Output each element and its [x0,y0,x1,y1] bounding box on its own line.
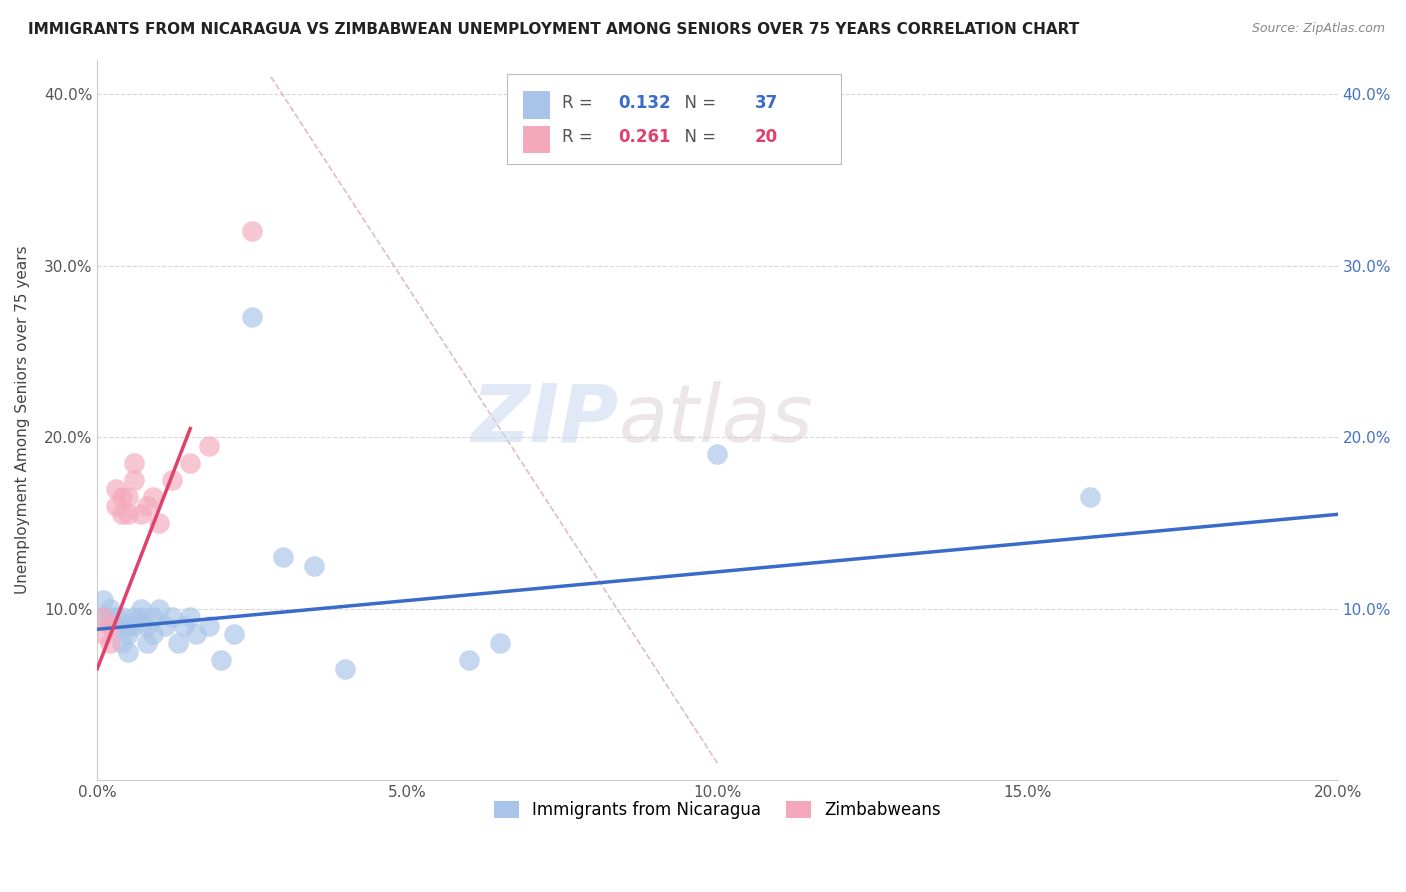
Point [129,610,152,624]
Point [117,627,139,641]
Point [240,310,263,324]
Point [111,508,134,522]
Text: N =: N = [673,94,721,112]
Point [104,499,127,513]
Point [104,610,127,624]
Point [240,224,263,238]
Point [706,447,728,461]
Text: ZIP: ZIP [471,381,619,459]
Point [142,627,165,641]
Point [148,516,170,530]
Point [98,619,121,633]
Point [124,619,146,633]
Point [129,508,152,522]
Point [135,619,157,633]
Point [124,610,146,624]
Point [335,662,357,676]
Point [104,619,127,633]
Point [198,439,221,453]
Point [117,619,139,633]
Point [117,644,139,658]
Point [93,627,115,641]
Text: R =: R = [562,128,599,146]
Point [129,601,152,615]
Point [93,593,115,607]
Point [173,619,195,633]
Text: atlas: atlas [619,381,813,459]
Y-axis label: Unemployment Among Seniors over 75 years: Unemployment Among Seniors over 75 years [15,245,30,594]
Point [135,499,157,513]
Point [142,490,165,504]
Point [117,490,139,504]
Text: Source: ZipAtlas.com: Source: ZipAtlas.com [1251,22,1385,36]
FancyBboxPatch shape [506,74,841,164]
Point [222,627,245,641]
Point [186,627,208,641]
Legend: Immigrants from Nicaragua, Zimbabweans: Immigrants from Nicaragua, Zimbabweans [486,795,948,826]
Point [148,601,170,615]
Text: 20: 20 [755,128,778,146]
Point [489,636,512,650]
Point [167,636,190,650]
Text: 37: 37 [755,94,778,112]
Point [135,636,157,650]
Point [179,610,201,624]
Point [93,610,115,624]
Point [458,653,481,667]
Point [104,482,127,496]
Text: 0.261: 0.261 [619,128,671,146]
Bar [523,91,550,119]
Point [271,550,294,565]
Point [160,610,183,624]
Point [160,473,183,487]
Point [124,473,146,487]
Text: R =: R = [562,94,599,112]
Point [98,610,121,624]
Point [1078,490,1101,504]
Text: N =: N = [673,128,721,146]
Point [304,558,326,573]
Point [142,610,165,624]
Text: IMMIGRANTS FROM NICARAGUA VS ZIMBABWEAN UNEMPLOYMENT AMONG SENIORS OVER 75 YEARS: IMMIGRANTS FROM NICARAGUA VS ZIMBABWEAN … [28,22,1080,37]
Point [117,508,139,522]
Text: 0.132: 0.132 [619,94,671,112]
Point [111,610,134,624]
Bar [523,126,550,153]
Point [155,619,177,633]
Point [111,490,134,504]
Point [198,619,221,633]
Point [179,456,201,470]
Point [209,653,232,667]
Point [98,601,121,615]
Point [111,636,134,650]
Point [98,636,121,650]
Point [124,456,146,470]
Point [93,610,115,624]
